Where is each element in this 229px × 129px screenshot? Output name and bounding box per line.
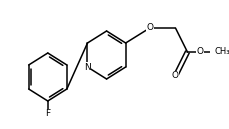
Text: O: O bbox=[172, 71, 179, 80]
Text: CH₃: CH₃ bbox=[214, 47, 229, 57]
Text: O: O bbox=[146, 23, 153, 33]
Text: N: N bbox=[84, 62, 91, 71]
Text: O: O bbox=[197, 47, 204, 57]
Text: F: F bbox=[45, 110, 50, 119]
